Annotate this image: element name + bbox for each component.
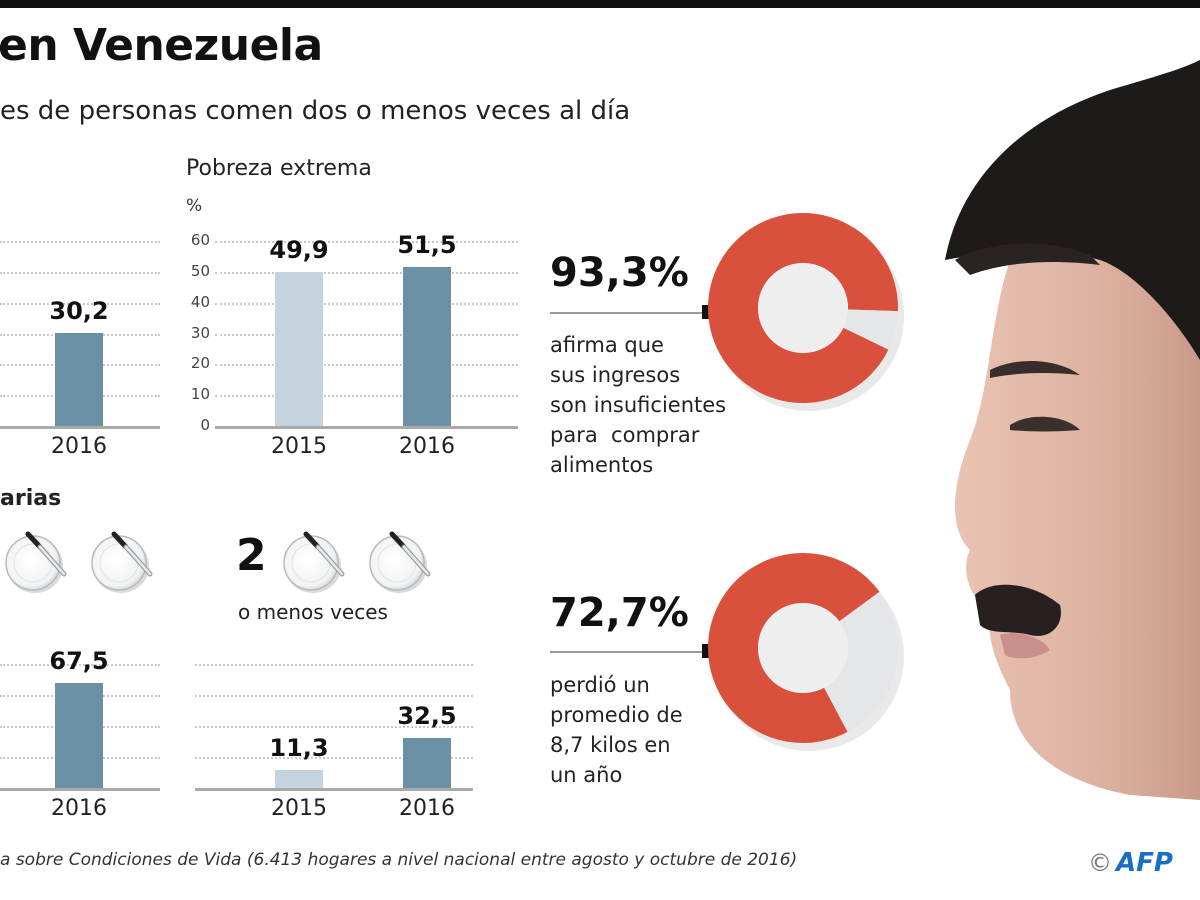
x-tick-label: 2016 — [399, 434, 455, 459]
portrait-photo — [945, 60, 1200, 800]
desc-line: sus ingresos — [550, 363, 681, 387]
stat-percent-kilos: 72,7% — [550, 590, 689, 636]
bar-2016 — [55, 332, 103, 426]
afp-logo-text: AFP — [1116, 848, 1173, 878]
x-tick-label: 2016 — [399, 796, 455, 821]
x-axis-baseline — [0, 426, 160, 429]
gridline — [0, 302, 160, 305]
donut-chart-kilos — [708, 553, 904, 751]
desc-line: para comprar — [550, 423, 700, 447]
stat-rule — [550, 312, 710, 314]
stat-description-kilos: perdió un promedio de 8,7 kilos en un añ… — [550, 670, 683, 790]
x-tick-label: 2015 — [271, 796, 327, 821]
desc-line: alimentos — [550, 453, 654, 477]
donut-chart-ingresos — [708, 213, 904, 411]
plate-icon — [282, 530, 348, 600]
gridline — [215, 395, 518, 398]
gridline — [215, 333, 518, 336]
gridline — [195, 726, 473, 728]
bar-value-label: 49,9 — [269, 236, 329, 265]
y-tick-label: 50 — [190, 261, 210, 280]
meals-count: 2 — [236, 530, 267, 581]
gridline — [195, 664, 473, 666]
y-tick-label: 10 — [190, 385, 210, 404]
credit-logo: © AFP — [1088, 848, 1173, 878]
bar-value-label: 67,5 — [49, 647, 109, 676]
stat-rule — [550, 651, 710, 653]
desc-line: son insuficientes — [550, 393, 727, 417]
stat-percent-ingresos: 93,3% — [550, 250, 689, 296]
bar-2016 — [403, 267, 451, 426]
stat-description-ingresos: afirma que sus ingresos son insuficiente… — [550, 330, 726, 480]
page-title: en Venezuela — [0, 20, 323, 71]
x-tick-label: 2016 — [51, 796, 107, 821]
plate-icon — [90, 530, 156, 600]
x-tick-label: 2016 — [51, 434, 107, 459]
top-bar — [0, 0, 1200, 8]
plate-icon — [4, 530, 70, 600]
gridline — [215, 302, 518, 305]
desc-line: un año — [550, 763, 623, 787]
source-note: a sobre Condiciones de Vida (6.413 hogar… — [0, 850, 798, 870]
chart-title-pobreza-extrema: Pobreza extrema — [186, 156, 372, 181]
bar-value-label: 32,5 — [397, 701, 457, 730]
y-tick-label: 60 — [190, 231, 210, 249]
desc-line: promedio de — [550, 703, 683, 727]
bar-value-label: 11,3 — [269, 734, 329, 763]
donut-slice-rest — [824, 591, 898, 732]
bar-2016 — [55, 683, 103, 788]
y-tick-label: 0 — [200, 416, 210, 434]
gridline — [215, 364, 518, 367]
donut-hole — [758, 603, 848, 693]
page-subtitle: es de personas comen dos o menos veces a… — [0, 96, 631, 126]
gridline — [195, 757, 473, 759]
gridline — [215, 271, 518, 274]
y-tick-label: 30 — [190, 323, 210, 342]
desc-line: 8,7 kilos en — [550, 733, 671, 757]
gridline — [0, 664, 160, 666]
bar-2015 — [275, 770, 323, 788]
y-axis-unit: % — [186, 196, 203, 216]
donut-slice-main — [708, 553, 880, 743]
desc-line: afirma que — [550, 333, 664, 357]
x-tick-label: 2015 — [271, 434, 327, 459]
y-tick-label: 20 — [190, 354, 210, 373]
gridline — [195, 695, 473, 697]
gridline — [215, 241, 518, 243]
meals-count-label: o menos veces — [238, 600, 388, 624]
bar-value-label: 51,5 — [397, 231, 457, 260]
gridline — [0, 271, 160, 274]
bar-2015 — [275, 272, 323, 426]
gridline — [0, 241, 160, 243]
bar-2016 — [403, 737, 451, 788]
copyright-icon: © — [1088, 849, 1112, 877]
section-title-comidas: arias — [0, 486, 62, 511]
x-axis-baseline — [195, 788, 473, 791]
x-axis-baseline — [0, 788, 160, 791]
donut-slice-rest — [843, 309, 898, 350]
plate-icon — [368, 530, 434, 600]
x-axis-baseline — [215, 426, 518, 429]
bar-value-label: 30,2 — [49, 296, 109, 325]
donut-hole — [758, 263, 848, 353]
donut-slice-main — [708, 213, 898, 403]
desc-line: perdió un — [550, 673, 650, 697]
y-tick-label: 40 — [190, 292, 210, 311]
